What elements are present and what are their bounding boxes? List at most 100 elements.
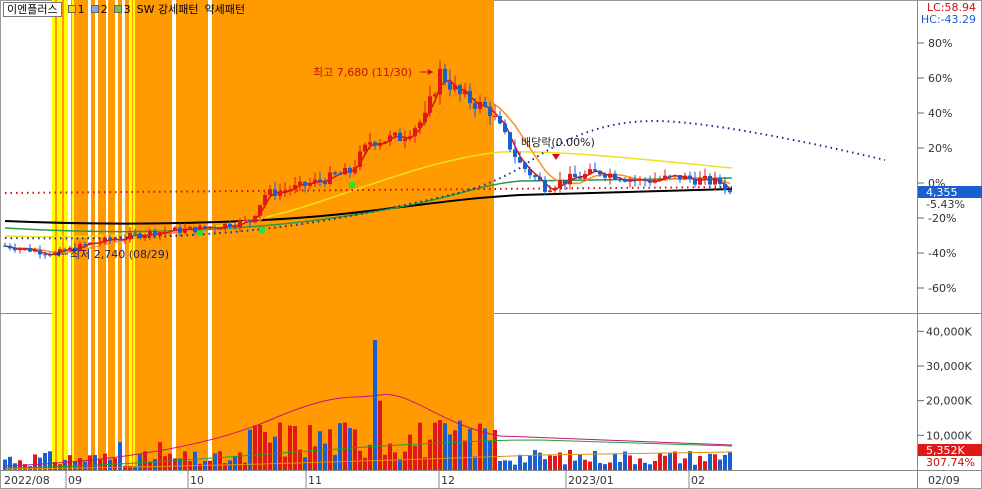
- volume-bar: [588, 461, 592, 470]
- candle-body: [468, 90, 472, 104]
- volume-bar: [663, 455, 667, 470]
- candle-body: [168, 231, 172, 233]
- current-change-label: -5.43%: [926, 198, 965, 211]
- signal-marker: [197, 230, 203, 236]
- candle-body: [713, 178, 717, 185]
- stock-name-box[interactable]: 이엔플러스: [3, 2, 62, 17]
- candle-body: [613, 173, 617, 180]
- volume-bar: [553, 455, 557, 470]
- candle-body: [483, 101, 487, 107]
- volume-bar: [648, 464, 652, 470]
- volume-bar: [683, 458, 687, 470]
- price-tick-label: -60%: [928, 282, 956, 295]
- candle-body: [203, 226, 207, 228]
- candle-body: [638, 179, 642, 181]
- candle-body: [278, 191, 282, 197]
- candle-body: [373, 142, 377, 146]
- x-axis-label: 02/09: [928, 474, 960, 487]
- candle-body: [543, 180, 547, 192]
- x-axis-label: 12: [441, 474, 455, 487]
- volume-bar: [348, 427, 352, 470]
- volume-bar: [88, 455, 92, 470]
- volume-bar: [628, 455, 632, 470]
- lc-value: LC:58.94: [926, 1, 976, 14]
- price-tick-label: -20%: [928, 212, 956, 225]
- candle-body: [298, 181, 302, 185]
- volume-bar: [173, 458, 177, 470]
- candle-body: [393, 132, 397, 136]
- candle-body: [223, 223, 227, 229]
- volume-bar: [248, 429, 252, 470]
- candle-body: [28, 248, 32, 252]
- volume-bar: [533, 450, 537, 470]
- x-axis-label: 02: [691, 474, 705, 487]
- candle-body: [88, 242, 92, 245]
- volume-bar: [493, 429, 497, 470]
- volume-bar: [313, 446, 317, 470]
- volume-bar: [573, 460, 577, 470]
- candle-body: [428, 96, 432, 113]
- candle-body: [313, 179, 317, 184]
- volume-bar: [288, 425, 292, 470]
- candle-body: [288, 189, 292, 191]
- candle-body: [128, 232, 132, 239]
- candle-body: [158, 232, 162, 236]
- dividend-marker: [552, 154, 560, 160]
- volume-bar: [28, 466, 32, 470]
- candle-body: [528, 168, 532, 176]
- volume-bar: [523, 462, 527, 470]
- current-volume-ratio: 307.74%: [926, 456, 975, 469]
- volume-bar: [8, 456, 12, 470]
- candle-body: [408, 136, 412, 139]
- candle-body: [238, 220, 242, 228]
- legend-sw-strong: SW 강세패턴: [136, 3, 199, 16]
- candle-body: [398, 132, 402, 142]
- candle-body: [568, 173, 572, 185]
- candle-body: [643, 179, 647, 181]
- volume-bar: [378, 400, 382, 470]
- candle-body: [68, 247, 72, 251]
- volume-bar: [298, 449, 302, 470]
- volume-bar: [423, 457, 427, 470]
- candle-body: [213, 227, 217, 229]
- volume-bar: [568, 449, 572, 470]
- volume-bar: [168, 453, 172, 470]
- candle-body: [153, 230, 157, 236]
- volume-bar: [33, 454, 37, 470]
- volume-bar: [638, 458, 642, 470]
- candle-body: [353, 167, 357, 173]
- candle-body: [668, 175, 672, 177]
- candle-body: [258, 205, 262, 216]
- volume-bar: [178, 458, 182, 470]
- price-grid: [917, 42, 924, 289]
- candle-body: [343, 168, 347, 175]
- volume-bar: [408, 434, 412, 470]
- volume-bar: [403, 451, 407, 470]
- candle-body: [473, 103, 477, 109]
- candle-body: [208, 227, 212, 229]
- volume-bar: [268, 442, 272, 470]
- volume-bar: [473, 456, 477, 470]
- candle-body: [188, 226, 192, 229]
- current-price-box: [918, 186, 982, 198]
- candle-body: [293, 184, 297, 190]
- candle-body: [448, 82, 452, 90]
- volume-bar: [223, 463, 227, 470]
- candle-body: [723, 183, 727, 191]
- volume-bar: [138, 454, 142, 470]
- annotation-low-arrowhead: [55, 251, 60, 257]
- volume-bar: [593, 450, 597, 470]
- volume-bar: [213, 453, 217, 470]
- signal-marker: [349, 182, 355, 188]
- volume-bar: [708, 453, 712, 470]
- candle-body: [143, 235, 147, 238]
- volume-bar: [583, 459, 587, 470]
- candle-body: [453, 85, 457, 90]
- volume-bar: [478, 423, 482, 470]
- candle-body: [23, 248, 27, 250]
- candle-body: [548, 190, 552, 192]
- candle-body: [183, 228, 187, 233]
- candle-body: [323, 181, 327, 185]
- candle-body: [363, 144, 367, 152]
